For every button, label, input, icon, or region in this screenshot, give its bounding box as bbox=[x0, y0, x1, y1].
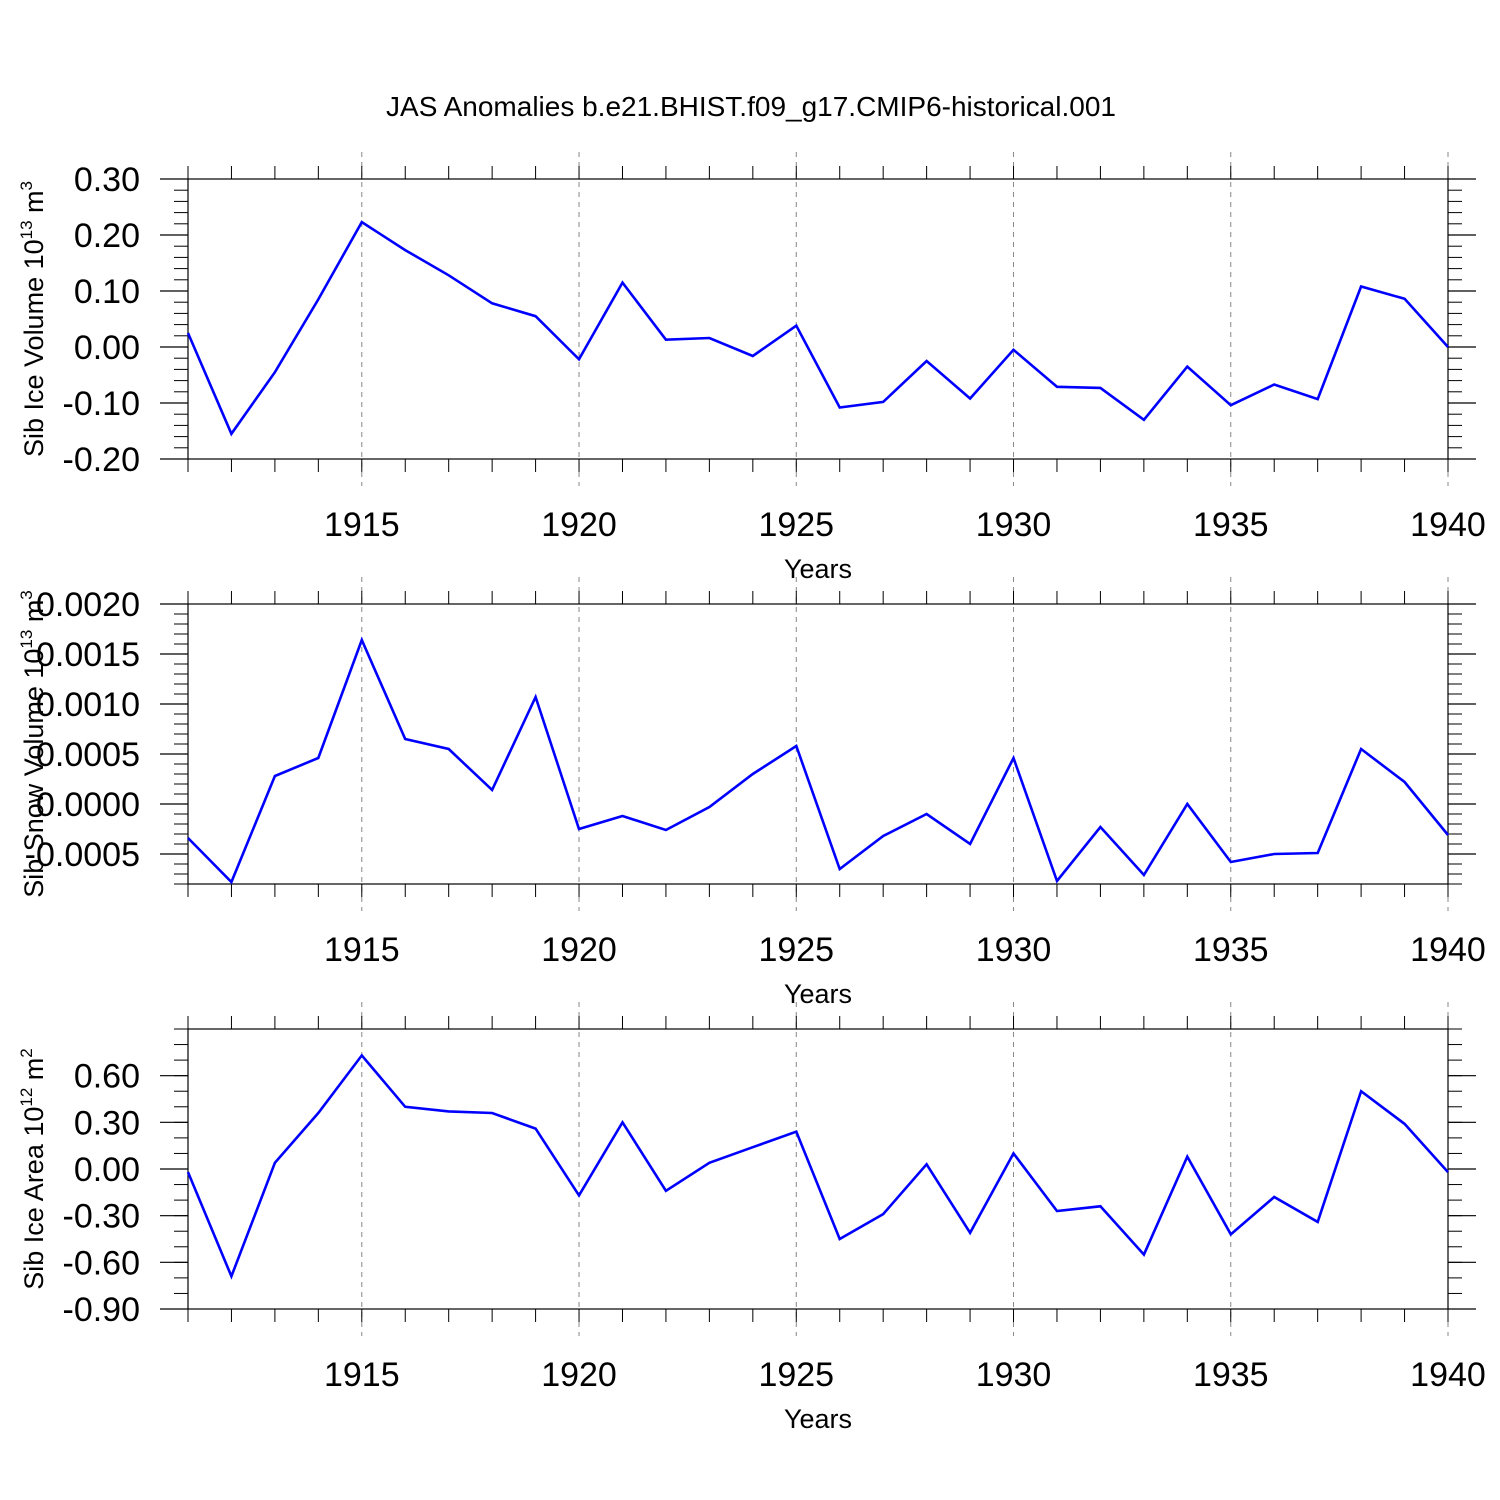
y-axis-label: Sib Ice Volume 1013 m3 bbox=[17, 181, 49, 457]
x-tick-label: 1925 bbox=[758, 506, 834, 544]
y-tick-label: -0.90 bbox=[63, 1291, 141, 1329]
figure-title: JAS Anomalies b.e21.BHIST.f09_g17.CMIP6-… bbox=[386, 91, 1116, 122]
y-axis-label-text: Sib Ice Area 10 bbox=[19, 1107, 49, 1290]
y-tick-label: 0.30 bbox=[74, 1104, 140, 1142]
x-tick-label: 1920 bbox=[541, 1356, 617, 1394]
y-tick-label: 0.20 bbox=[74, 217, 140, 255]
y-axis-label-text: m bbox=[19, 600, 49, 630]
x-tick-label: 1930 bbox=[976, 1356, 1052, 1394]
x-tick-label: 1915 bbox=[324, 1356, 400, 1394]
y-axis-label: Sib Ice Area 1012 m2 bbox=[17, 1048, 49, 1290]
y-tick-label: 0.0020 bbox=[36, 586, 140, 624]
y-axis-label-superscript: 13 bbox=[17, 220, 36, 239]
panels: 1915 1920 1925 1930 1935 1940 Years -0.20 -0.10 0… bbox=[17, 152, 1486, 1434]
y-axis-label: Sib Snow Volume 1013 m3 bbox=[17, 590, 49, 898]
y-axis-label-text: Sib Snow Volume 10 bbox=[19, 649, 49, 898]
y-tick-label: 0.10 bbox=[74, 273, 140, 311]
x-axis-label: Years bbox=[784, 979, 852, 1009]
y-axis-label-superscript: 2 bbox=[17, 1048, 36, 1057]
y-tick-label: -0.30 bbox=[63, 1198, 141, 1236]
x-axis-label: Years bbox=[784, 1404, 852, 1434]
y-tick-label: 0.30 bbox=[74, 161, 140, 199]
y-tick-label: -0.0005 bbox=[25, 836, 140, 874]
x-tick-label: 1920 bbox=[541, 931, 617, 969]
x-axis-label: Years bbox=[784, 554, 852, 584]
x-tick-label: 1930 bbox=[976, 506, 1052, 544]
panel-1: 1915 1920 1925 1930 1935 1940 Years -0.20 -0.10 0… bbox=[17, 152, 1486, 584]
y-tick-label: 0.0005 bbox=[36, 736, 140, 774]
y-axis-label-text: m bbox=[19, 190, 49, 220]
x-tick-label: 1935 bbox=[1193, 1356, 1269, 1394]
series-line bbox=[187, 636, 1450, 885]
x-tick-label: 1920 bbox=[541, 506, 617, 544]
y-tick-label: 0.00 bbox=[74, 1151, 140, 1189]
x-tick-label: 1915 bbox=[324, 506, 400, 544]
x-tick-label: 1940 bbox=[1410, 1356, 1486, 1394]
plot-frame bbox=[187, 178, 1449, 460]
y-tick-label: 0.0010 bbox=[36, 686, 140, 724]
x-tick-label: 1925 bbox=[758, 1356, 834, 1394]
x-tick-label: 1915 bbox=[324, 931, 400, 969]
x-tick-label: 1940 bbox=[1410, 931, 1486, 969]
y-tick-label: -0.20 bbox=[63, 441, 141, 479]
y-axis-label-text: Sib Ice Volume 10 bbox=[19, 239, 49, 457]
y-tick-label: 0.0000 bbox=[36, 786, 140, 824]
y-axis-label-superscript: 12 bbox=[17, 1088, 36, 1107]
panel-3: 1915 1920 1925 1930 1935 1940 Years -0.90 -0.60 -… bbox=[17, 1002, 1486, 1434]
x-tick-label: 1940 bbox=[1410, 506, 1486, 544]
x-tick-label: 1935 bbox=[1193, 506, 1269, 544]
y-axis-label-superscript: 3 bbox=[17, 590, 36, 599]
y-tick-label: -0.60 bbox=[63, 1244, 141, 1282]
y-axis-label-superscript: 13 bbox=[17, 630, 36, 649]
x-tick-label: 1935 bbox=[1193, 931, 1269, 969]
panel-2: 1915 1920 1925 1930 1935 1940 Years -0.0005 0.00… bbox=[17, 577, 1486, 1009]
y-tick-label: -0.10 bbox=[63, 385, 141, 423]
x-tick-label: 1925 bbox=[758, 931, 834, 969]
series-line bbox=[186, 1053, 1449, 1280]
series-line bbox=[186, 220, 1449, 437]
x-tick-label: 1930 bbox=[976, 931, 1052, 969]
y-tick-label: 0.0015 bbox=[36, 636, 140, 674]
y-tick-label: 0.00 bbox=[74, 329, 140, 367]
y-axis-label-text: m bbox=[19, 1058, 49, 1088]
y-axis-label-superscript: 3 bbox=[17, 181, 36, 190]
y-tick-label: 0.60 bbox=[74, 1058, 140, 1096]
